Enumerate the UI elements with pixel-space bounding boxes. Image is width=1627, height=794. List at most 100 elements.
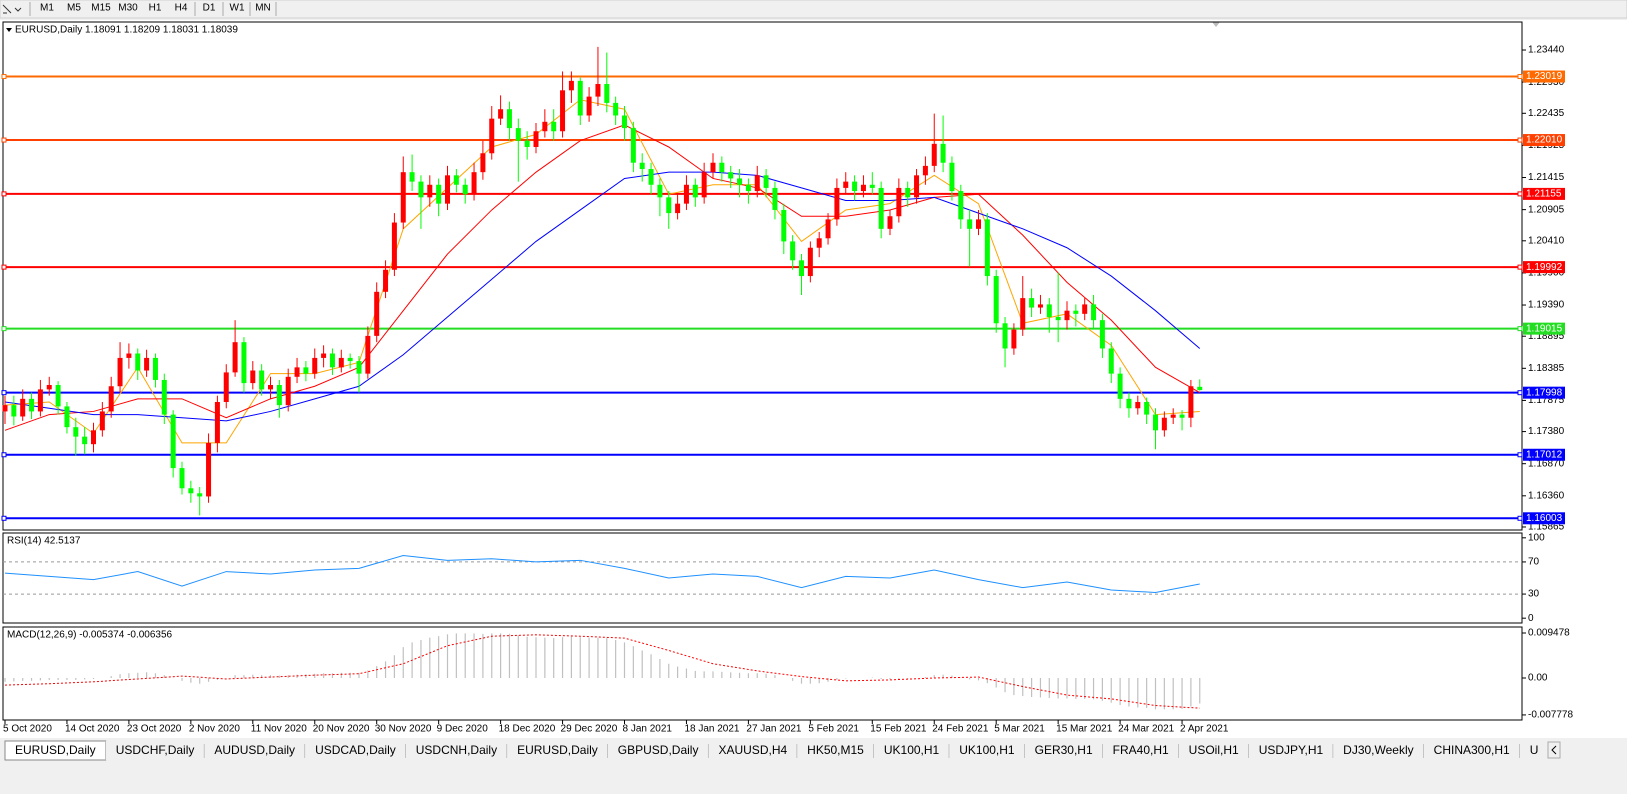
level-label: 1.22010 — [1526, 135, 1563, 146]
tab[interactable] — [105, 741, 205, 760]
tab-label[interactable]: USDCAD,Daily — [315, 743, 396, 757]
candle-body — [99, 411, 105, 431]
tab-label[interactable]: USDCHF,Daily — [116, 743, 195, 757]
tab-label[interactable]: DJ30,Weekly — [1343, 743, 1413, 757]
tab[interactable] — [1024, 741, 1103, 760]
candle-body — [206, 442, 212, 497]
tab[interactable] — [607, 741, 709, 760]
level-handle — [1, 264, 7, 270]
tab-label[interactable]: UK100,H1 — [959, 743, 1015, 757]
tab-label[interactable]: EURUSD,Daily — [15, 743, 96, 757]
y-tick-label: -0.007778 — [1528, 710, 1573, 721]
tab-label[interactable]: AUDUSD,Daily — [214, 743, 295, 757]
y-tick-label: 1.20410 — [1528, 235, 1565, 246]
panel-frame — [2, 532, 1523, 624]
tab-scroll[interactable] — [1547, 741, 1561, 759]
candle-body — [754, 175, 760, 192]
candle-body — [303, 367, 309, 374]
tab[interactable] — [204, 741, 306, 760]
tab-label[interactable]: USDJPY,H1 — [1259, 743, 1324, 757]
tab[interactable] — [507, 741, 608, 760]
timeframe-button[interactable]: M15 — [91, 3, 111, 14]
tab-scroll-arrow[interactable] — [1551, 745, 1557, 755]
tab[interactable] — [1178, 741, 1249, 760]
x-tick-label: 11 Nov 2020 — [251, 724, 307, 735]
tab-label[interactable]: HK50,M15 — [807, 743, 864, 757]
tab[interactable] — [1333, 741, 1424, 760]
candle-body — [11, 405, 17, 417]
candle-body — [427, 184, 433, 198]
x-tick-label: 5 Feb 2021 — [808, 724, 859, 735]
tab-label[interactable]: U — [1530, 743, 1539, 757]
candle-body — [825, 219, 831, 239]
tab[interactable] — [1423, 741, 1520, 760]
y-tick-label: 1.22435 — [1528, 108, 1565, 119]
level-handle — [1, 191, 7, 197]
y-tick-label: 1.18895 — [1528, 331, 1565, 342]
candle-body — [940, 143, 946, 163]
tab-label[interactable]: USDCNH,Daily — [416, 743, 497, 757]
tab[interactable] — [708, 741, 798, 760]
tab-label[interactable]: GBPUSD,Daily — [618, 743, 699, 757]
x-tick-label: 8 Jan 2021 — [623, 724, 673, 735]
tab[interactable] — [949, 741, 1025, 760]
timeframe-button[interactable]: H4 — [175, 3, 188, 14]
timeframe-button[interactable]: H1 — [149, 3, 162, 14]
candle-body — [453, 175, 459, 185]
level-handle — [1517, 452, 1523, 458]
candle-body — [1020, 298, 1026, 330]
timeframe-button[interactable]: M1 — [40, 3, 54, 14]
candle-body — [1082, 304, 1088, 314]
candle-body — [188, 488, 194, 494]
tab[interactable] — [797, 741, 874, 760]
timeframe-button[interactable]: W1 — [230, 3, 245, 14]
tab[interactable] — [405, 741, 508, 760]
toolbar — [0, 0, 1627, 19]
timeframe-button[interactable]: M5 — [67, 3, 81, 14]
level-label-box — [1523, 448, 1565, 461]
timeframe-button[interactable]: D1 — [203, 3, 216, 14]
candle-body — [268, 384, 273, 390]
tab-label[interactable]: EURUSD,Daily — [517, 743, 598, 757]
tab-label[interactable]: FRA40,H1 — [1113, 743, 1169, 757]
candle-body — [329, 353, 335, 368]
candle-body — [161, 379, 167, 415]
candle-body — [852, 181, 858, 192]
tab[interactable] — [873, 741, 950, 760]
candle-body — [799, 260, 804, 277]
candle-body — [683, 184, 689, 204]
candle-body — [498, 109, 504, 119]
candle-body — [55, 384, 61, 407]
candle-body — [931, 143, 937, 166]
candle-body — [391, 222, 397, 270]
level-handle — [1, 326, 7, 332]
tab-label[interactable]: XAUUSD,H4 — [718, 743, 787, 757]
candle-body — [1161, 417, 1167, 431]
timeframe-button[interactable]: MN — [255, 3, 271, 14]
candle-body — [170, 414, 176, 469]
x-tick-label: 27 Jan 2021 — [746, 724, 801, 735]
tab[interactable] — [1102, 741, 1179, 760]
candle-body — [64, 406, 70, 428]
level-label: 1.17998 — [1526, 387, 1563, 398]
candle-body — [905, 187, 911, 198]
tab-label[interactable]: UK100,H1 — [884, 743, 940, 757]
candle-body — [1037, 304, 1043, 308]
candle-body — [984, 219, 990, 277]
candle-body — [1002, 323, 1008, 349]
timeframe-button[interactable]: M30 — [118, 3, 138, 14]
candle-body — [816, 238, 822, 248]
tab[interactable] — [1248, 741, 1334, 760]
tab-label[interactable]: CHINA300,H1 — [1434, 743, 1510, 757]
tab-label[interactable]: USOil,H1 — [1189, 743, 1239, 757]
candle-body — [445, 175, 450, 204]
tab[interactable] — [305, 741, 406, 760]
tab[interactable] — [1519, 741, 1549, 760]
toolbar-icon[interactable] — [2, 4, 22, 14]
candle-body — [586, 96, 592, 116]
candle-body — [922, 165, 928, 176]
candle-body — [1197, 386, 1203, 391]
candle-body — [2, 405, 8, 412]
candle-body — [197, 493, 203, 497]
tab-label[interactable]: GER30,H1 — [1035, 743, 1093, 757]
